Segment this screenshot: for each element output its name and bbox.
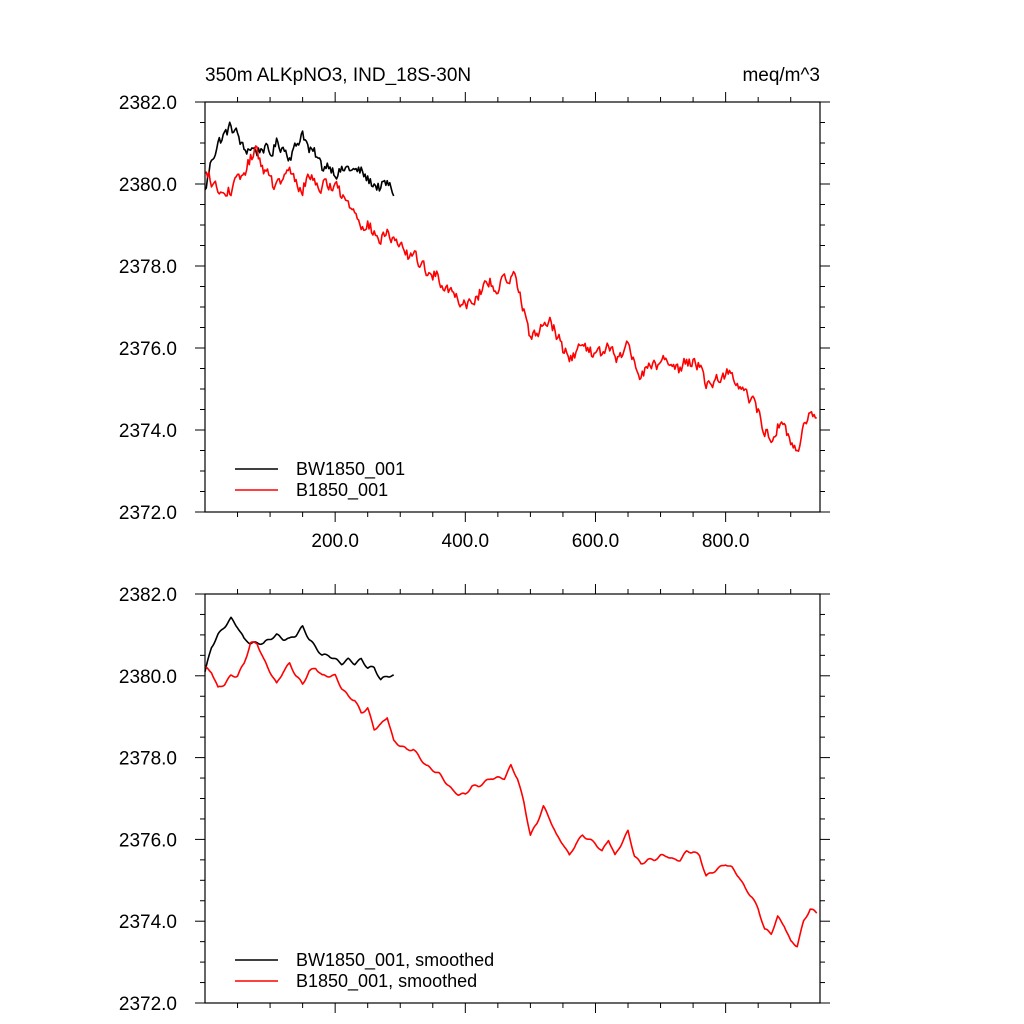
chart-title: 350m ALKpNO3, IND_18S-30N: [205, 65, 471, 86]
y-tick-label: 2378.0: [119, 257, 177, 278]
legend-label: BW1850_001: [296, 459, 405, 480]
legend-label: B1850_001, smoothed: [296, 971, 477, 992]
series-group: [204, 616, 818, 948]
series-group: [204, 121, 817, 452]
y-tick-label: 2382.0: [119, 93, 177, 114]
units-label: meq/m^3: [742, 65, 820, 86]
x-tick-label: 400.0: [442, 531, 490, 552]
y-tick-label: 2380.0: [119, 175, 177, 196]
legend-label: BW1850_001, smoothed: [296, 950, 494, 971]
legend-label: B1850_001: [296, 480, 388, 501]
x-tick-label: 800.0: [702, 531, 750, 552]
x-tick-label: 600.0: [572, 531, 620, 552]
series-line: [204, 616, 395, 681]
series-line: [204, 145, 817, 452]
axes: 2372.0 2374.0 2376.0 2378.0 2380.0 2382.0: [119, 584, 830, 1015]
y-tick-label: 2376.0: [119, 339, 177, 360]
y-tick-label: 2372.0: [119, 503, 177, 524]
plot-frame: [204, 101, 821, 513]
y-tick-label: 2380.0: [119, 667, 177, 688]
y-tick-label: 2382.0: [119, 585, 177, 606]
y-tick-label: 2374.0: [119, 912, 177, 933]
series-line: [204, 641, 818, 948]
y-tick-label: 2376.0: [119, 830, 177, 851]
y-tick-label: 2378.0: [119, 749, 177, 770]
y-tick-label: 2374.0: [119, 421, 177, 442]
y-tick-label: 2372.0: [119, 994, 177, 1015]
x-tick-label: 200.0: [311, 531, 359, 552]
top-panel: 350m ALKpNO3, IND_18S-30N meq/m^3 200.0 4…: [119, 65, 830, 552]
bottom-panel: 2372.0 2374.0 2376.0 2378.0 2380.0 2382.0 BW1…: [119, 584, 830, 1015]
series-line: [204, 121, 395, 197]
plot-frame: [204, 593, 821, 1004]
axes: 200.0 400.0 600.0 800.0 2372.0 2374.0 2376.0 23…: [119, 92, 830, 552]
